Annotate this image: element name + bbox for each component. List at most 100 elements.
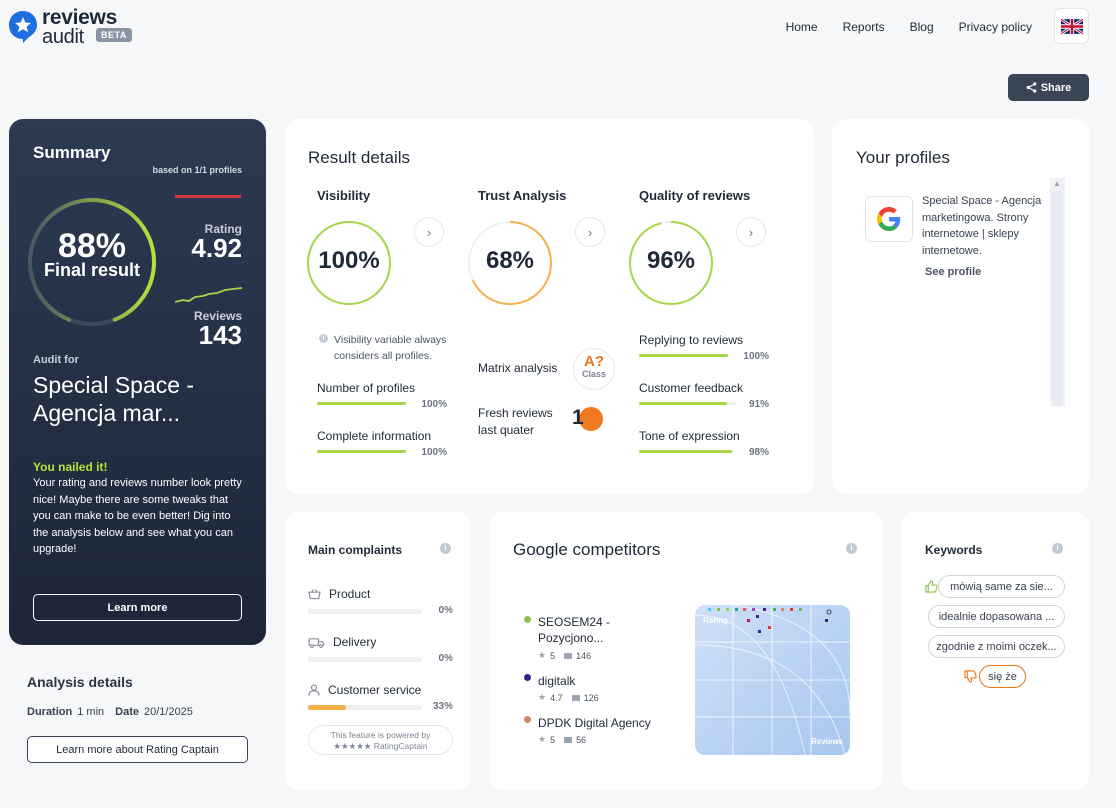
matrix-class-label: Class	[581, 369, 607, 379]
quality-ring	[629, 221, 713, 305]
competitors-grid	[695, 605, 850, 755]
complete-information-value: 100%	[421, 447, 447, 458]
main-complaints-card: Main complaints i Product 0% Delivery 0%…	[285, 512, 471, 790]
competitor-name[interactable]: digitalk	[538, 674, 576, 688]
profiles-scrollbar[interactable]: ▲	[1050, 178, 1065, 406]
keyword-positive[interactable]: mówią same za sie...	[938, 575, 1065, 598]
info-icon[interactable]: i	[846, 543, 857, 554]
logo-text-reviews: reviews	[42, 6, 117, 29]
replying-label: Replying to reviews	[639, 333, 744, 347]
summary-card: Summary based on 1/1 profiles 88% Final …	[9, 119, 266, 645]
scroll-up-icon[interactable]: ▲	[1053, 179, 1061, 188]
keyword-positive[interactable]: idealnie dopasowana ...	[928, 605, 1065, 628]
fresh-reviews-value: 1	[572, 406, 584, 429]
complaint-delivery: Delivery	[308, 635, 376, 649]
complete-information-label: Complete information	[317, 429, 432, 443]
basket-icon	[308, 589, 321, 600]
date-value: 20/1/2025	[143, 706, 193, 718]
beta-badge: BETA	[96, 28, 132, 42]
result-details-title: Result details	[308, 148, 411, 167]
uk-flag-icon	[1060, 18, 1083, 34]
chevron-right-icon: ›	[748, 224, 754, 240]
learn-more-button[interactable]: Learn more	[33, 594, 242, 621]
competitor-name[interactable]: SEOSEM24 - Pozycjono...	[538, 615, 611, 645]
info-icon[interactable]: i	[1052, 543, 1063, 554]
main-nav: Home Reports Blog Privacy policy	[786, 20, 1032, 34]
keywords-title: Keywords	[925, 543, 983, 557]
fresh-reviews-label: Fresh reviews last quater	[478, 406, 553, 437]
number-of-profiles-value: 100%	[421, 399, 447, 410]
nav-reports[interactable]: Reports	[842, 20, 885, 34]
final-result-percent: 88%	[57, 227, 127, 265]
learn-more-rating-captain-button[interactable]: Learn more about Rating Captain	[27, 736, 248, 763]
complaint-product: Product	[308, 587, 370, 601]
your-profiles-title: Your profiles	[856, 148, 950, 167]
complaint-delivery-label: Delivery	[333, 635, 377, 649]
trust-arrow-button[interactable]: ›	[575, 217, 605, 247]
competitor-reviews: 126	[583, 692, 599, 703]
star-icon: ★	[538, 692, 547, 702]
competitors-scatter-map[interactable]: Rating Reviews	[695, 605, 850, 755]
competitor-dot	[524, 674, 531, 681]
powered-by-badge[interactable]: This feature is powered by ★★★★★ RatingC…	[308, 725, 453, 755]
your-profiles-card: Your profiles Special Space - Agencja ma…	[832, 119, 1089, 494]
star-icon: ★	[538, 650, 547, 660]
competitor-rating: 5	[550, 650, 556, 661]
competitor-meta: ★ 4.7 126	[538, 692, 599, 703]
company-name: Special Space - Agencja mar...	[33, 372, 195, 426]
keyword-negative[interactable]: się że	[979, 665, 1026, 688]
audit-for-label: Audit for	[33, 354, 79, 366]
rating-label: Rating	[204, 222, 242, 236]
matrix-class-badge: A? Class	[573, 348, 615, 390]
keyword-positive[interactable]: zgodnie z moimi oczek...	[928, 635, 1065, 658]
number-of-profiles-bar	[317, 402, 406, 405]
map-reviews-label: Reviews	[810, 737, 843, 746]
google-profile-card[interactable]	[865, 196, 913, 242]
visibility-ring	[307, 221, 391, 305]
customer-feedback-label: Customer feedback	[639, 381, 744, 395]
number-of-profiles-label: Number of profiles	[317, 381, 416, 395]
competitor-dot	[524, 716, 531, 723]
share-button[interactable]: Share	[1008, 74, 1089, 101]
nav-home[interactable]: Home	[785, 20, 818, 34]
competitor-dot	[524, 616, 531, 623]
nav-blog[interactable]: Blog	[909, 20, 934, 34]
google-competitors-title: Google competitors	[513, 540, 661, 559]
reviews-value: 143	[198, 320, 242, 350]
share-icon	[1026, 82, 1037, 93]
trust-analysis-title: Trust Analysis	[478, 188, 567, 203]
competitor-rating: 4.7	[550, 692, 563, 703]
competitor-name[interactable]: DPDK Digital Agency	[538, 716, 651, 730]
reviews-sparkline	[175, 287, 242, 303]
replying-value: 100%	[743, 351, 769, 362]
truck-icon	[308, 637, 325, 648]
info-icon[interactable]: i	[440, 543, 451, 554]
competitor-meta: ★ 5 146	[538, 650, 591, 661]
trust-ring	[468, 221, 552, 305]
complaint-customer-service-value: 33%	[432, 701, 453, 712]
rating-indicator-line	[175, 195, 241, 198]
visibility-arrow-button[interactable]: ›	[414, 217, 444, 247]
quality-value: 96%	[646, 247, 696, 274]
competitor-meta: ★ 5 56	[538, 734, 586, 745]
language-switcher[interactable]	[1054, 8, 1089, 44]
info-icon: i	[319, 334, 328, 343]
summary-description: Your rating and reviews number look pret…	[33, 477, 242, 555]
visibility-note: Visibility variable always considers all…	[334, 334, 447, 362]
analysis-meta: Duration 1 min Date 20/1/2025	[27, 706, 193, 718]
replying-bar	[639, 354, 728, 357]
quality-arrow-button[interactable]: ›	[736, 217, 766, 247]
nav-privacy-policy[interactable]: Privacy policy	[958, 20, 1032, 34]
trust-value: 68%	[485, 247, 535, 274]
customer-feedback-bar	[639, 402, 736, 405]
complaint-delivery-value: 0%	[438, 653, 453, 664]
see-profile-link[interactable]: See profile	[925, 266, 982, 278]
google-competitors-card: Google competitors i SEOSEM24 - Pozycjon…	[489, 512, 883, 790]
complaint-delivery-bar	[308, 657, 422, 662]
competitor-reviews: 56	[576, 734, 587, 745]
rating-captain-logo: ★★★★★ RatingCaptain	[333, 741, 428, 751]
analysis-details-title: Analysis details	[27, 674, 133, 690]
visibility-value: 100%	[318, 247, 380, 274]
based-on-profiles: based on 1/1 profiles	[152, 165, 242, 175]
logo[interactable]: reviews audit BETA	[8, 6, 138, 48]
